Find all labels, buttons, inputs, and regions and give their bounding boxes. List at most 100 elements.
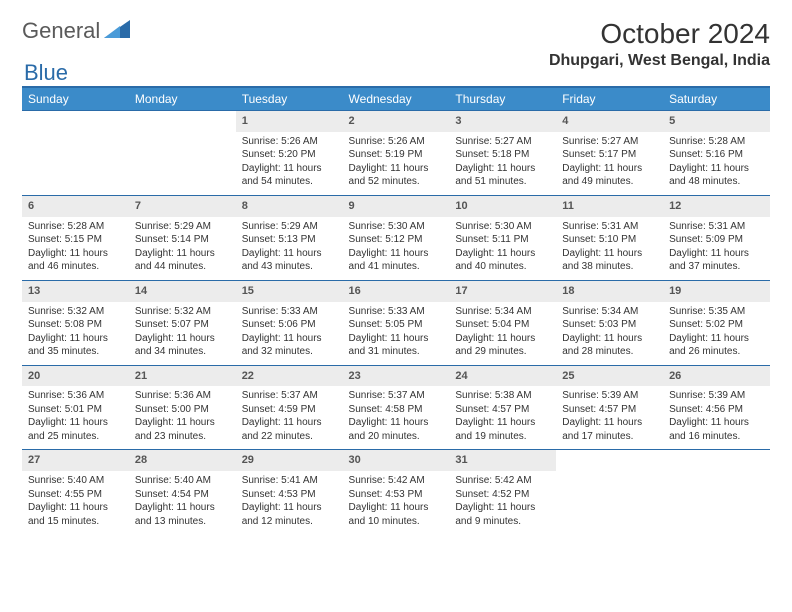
daylight-text: Daylight: 11 hours and 52 minutes. (349, 162, 444, 189)
day-number: 23 (343, 366, 450, 387)
sunrise-text: Sunrise: 5:28 AM (28, 220, 123, 234)
sunset-text: Sunset: 4:56 PM (669, 403, 764, 417)
sunset-text: Sunset: 5:06 PM (242, 318, 337, 332)
weekday-header-row: SundayMondayTuesdayWednesdayThursdayFrid… (22, 87, 770, 111)
title-block: October 2024 Dhupgari, West Bengal, Indi… (549, 18, 770, 70)
daylight-text: Daylight: 11 hours and 44 minutes. (135, 247, 230, 274)
calendar-day-cell: 17Sunrise: 5:34 AMSunset: 5:04 PMDayligh… (449, 280, 556, 365)
sunrise-text: Sunrise: 5:26 AM (349, 135, 444, 149)
calendar-day-cell: 13Sunrise: 5:32 AMSunset: 5:08 PMDayligh… (22, 280, 129, 365)
calendar-day-cell: 6Sunrise: 5:28 AMSunset: 5:15 PMDaylight… (22, 195, 129, 280)
calendar-day-cell: 3Sunrise: 5:27 AMSunset: 5:18 PMDaylight… (449, 111, 556, 196)
day-number: 16 (343, 281, 450, 302)
daylight-text: Daylight: 11 hours and 40 minutes. (455, 247, 550, 274)
day-number: 1 (236, 111, 343, 132)
daylight-text: Daylight: 11 hours and 13 minutes. (135, 501, 230, 528)
sunset-text: Sunset: 5:13 PM (242, 233, 337, 247)
day-number: 31 (449, 450, 556, 471)
day-details: Sunrise: 5:26 AMSunset: 5:19 PMDaylight:… (343, 132, 450, 195)
day-details: Sunrise: 5:32 AMSunset: 5:07 PMDaylight:… (129, 302, 236, 365)
day-number: 14 (129, 281, 236, 302)
calendar-day-cell: 19Sunrise: 5:35 AMSunset: 5:02 PMDayligh… (663, 280, 770, 365)
calendar-day-cell: 28Sunrise: 5:40 AMSunset: 4:54 PMDayligh… (129, 450, 236, 534)
calendar-day-cell: 4Sunrise: 5:27 AMSunset: 5:17 PMDaylight… (556, 111, 663, 196)
day-details: Sunrise: 5:37 AMSunset: 4:59 PMDaylight:… (236, 386, 343, 449)
calendar-week-row: 13Sunrise: 5:32 AMSunset: 5:08 PMDayligh… (22, 280, 770, 365)
day-details: Sunrise: 5:42 AMSunset: 4:52 PMDaylight:… (449, 471, 556, 534)
calendar-day-cell (663, 450, 770, 534)
daylight-text: Daylight: 11 hours and 23 minutes. (135, 416, 230, 443)
daylight-text: Daylight: 11 hours and 29 minutes. (455, 332, 550, 359)
logo-triangle-icon (104, 20, 130, 43)
day-number: 26 (663, 366, 770, 387)
day-number: 20 (22, 366, 129, 387)
weekday-header: Sunday (22, 87, 129, 111)
calendar-day-cell: 1Sunrise: 5:26 AMSunset: 5:20 PMDaylight… (236, 111, 343, 196)
sunset-text: Sunset: 5:19 PM (349, 148, 444, 162)
daylight-text: Daylight: 11 hours and 37 minutes. (669, 247, 764, 274)
sunset-text: Sunset: 4:59 PM (242, 403, 337, 417)
day-details: Sunrise: 5:29 AMSunset: 5:13 PMDaylight:… (236, 217, 343, 280)
calendar-day-cell: 26Sunrise: 5:39 AMSunset: 4:56 PMDayligh… (663, 365, 770, 450)
day-number: 22 (236, 366, 343, 387)
sunrise-text: Sunrise: 5:36 AM (28, 389, 123, 403)
day-details: Sunrise: 5:28 AMSunset: 5:16 PMDaylight:… (663, 132, 770, 195)
daylight-text: Daylight: 11 hours and 38 minutes. (562, 247, 657, 274)
sunset-text: Sunset: 5:03 PM (562, 318, 657, 332)
day-number: 3 (449, 111, 556, 132)
day-details: Sunrise: 5:26 AMSunset: 5:20 PMDaylight:… (236, 132, 343, 195)
day-details: Sunrise: 5:40 AMSunset: 4:55 PMDaylight:… (22, 471, 129, 534)
sunset-text: Sunset: 5:02 PM (669, 318, 764, 332)
sunrise-text: Sunrise: 5:33 AM (349, 305, 444, 319)
day-number: 13 (22, 281, 129, 302)
day-details: Sunrise: 5:31 AMSunset: 5:10 PMDaylight:… (556, 217, 663, 280)
day-number: 8 (236, 196, 343, 217)
day-details: Sunrise: 5:32 AMSunset: 5:08 PMDaylight:… (22, 302, 129, 365)
day-number: 15 (236, 281, 343, 302)
day-details: Sunrise: 5:27 AMSunset: 5:17 PMDaylight:… (556, 132, 663, 195)
day-number: 30 (343, 450, 450, 471)
sunrise-text: Sunrise: 5:33 AM (242, 305, 337, 319)
weekday-header: Wednesday (343, 87, 450, 111)
sunrise-text: Sunrise: 5:41 AM (242, 474, 337, 488)
daylight-text: Daylight: 11 hours and 43 minutes. (242, 247, 337, 274)
daylight-text: Daylight: 11 hours and 41 minutes. (349, 247, 444, 274)
day-details: Sunrise: 5:37 AMSunset: 4:58 PMDaylight:… (343, 386, 450, 449)
calendar-day-cell: 15 Sunrise: 5:33 AMSunset: 5:06 PMDayligh… (236, 280, 343, 365)
month-title: October 2024 (549, 18, 770, 50)
weekday-header: Tuesday (236, 87, 343, 111)
calendar-day-cell: 11Sunrise: 5:31 AMSunset: 5:10 PMDayligh… (556, 195, 663, 280)
sunrise-text: Sunrise: 5:42 AM (349, 474, 444, 488)
sunset-text: Sunset: 5:20 PM (242, 148, 337, 162)
daylight-text: Daylight: 11 hours and 15 minutes. (28, 501, 123, 528)
sunrise-text: Sunrise: 5:32 AM (28, 305, 123, 319)
sunset-text: Sunset: 5:15 PM (28, 233, 123, 247)
day-details: Sunrise: 5:31 AMSunset: 5:09 PMDaylight:… (663, 217, 770, 280)
daylight-text: Daylight: 11 hours and 10 minutes. (349, 501, 444, 528)
sunrise-text: Sunrise: 5:27 AM (562, 135, 657, 149)
sunrise-text: Sunrise: 5:32 AM (135, 305, 230, 319)
sunset-text: Sunset: 4:53 PM (242, 488, 337, 502)
day-details: Sunrise: 5:34 AMSunset: 5:03 PMDaylight:… (556, 302, 663, 365)
calendar-day-cell: 8Sunrise: 5:29 AMSunset: 5:13 PMDaylight… (236, 195, 343, 280)
calendar-day-cell: 20Sunrise: 5:36 AMSunset: 5:01 PMDayligh… (22, 365, 129, 450)
sunset-text: Sunset: 5:07 PM (135, 318, 230, 332)
daylight-text: Daylight: 11 hours and 32 minutes. (242, 332, 337, 359)
day-number: 25 (556, 366, 663, 387)
calendar-body: 1Sunrise: 5:26 AMSunset: 5:20 PMDaylight… (22, 111, 770, 535)
calendar-day-cell: 10Sunrise: 5:30 AMSunset: 5:11 PMDayligh… (449, 195, 556, 280)
day-details: Sunrise: 5:34 AMSunset: 5:04 PMDaylight:… (449, 302, 556, 365)
daylight-text: Daylight: 11 hours and 35 minutes. (28, 332, 123, 359)
day-number: 27 (22, 450, 129, 471)
calendar-day-cell: 21Sunrise: 5:36 AMSunset: 5:00 PMDayligh… (129, 365, 236, 450)
day-number: 7 (129, 196, 236, 217)
sunset-text: Sunset: 5:10 PM (562, 233, 657, 247)
sunset-text: Sunset: 4:54 PM (135, 488, 230, 502)
calendar-day-cell: 22Sunrise: 5:37 AMSunset: 4:59 PMDayligh… (236, 365, 343, 450)
daylight-text: Daylight: 11 hours and 49 minutes. (562, 162, 657, 189)
day-number: 9 (343, 196, 450, 217)
day-details: Sunrise: 5:29 AMSunset: 5:14 PMDaylight:… (129, 217, 236, 280)
weekday-header: Monday (129, 87, 236, 111)
daylight-text: Daylight: 11 hours and 16 minutes. (669, 416, 764, 443)
daylight-text: Daylight: 11 hours and 22 minutes. (242, 416, 337, 443)
